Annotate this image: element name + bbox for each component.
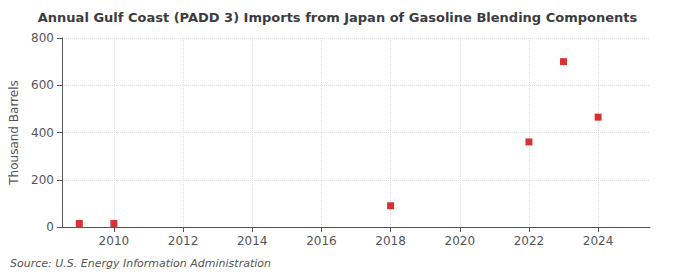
- svg-text:800: 800: [31, 31, 54, 45]
- svg-text:200: 200: [31, 173, 54, 187]
- svg-text:2020: 2020: [444, 234, 475, 248]
- svg-text:2016: 2016: [306, 234, 337, 248]
- svg-text:2022: 2022: [514, 234, 545, 248]
- svg-text:2018: 2018: [375, 234, 406, 248]
- svg-text:2024: 2024: [583, 234, 614, 248]
- svg-text:2012: 2012: [168, 234, 199, 248]
- svg-text:Thousand Barrels: Thousand Barrels: [7, 80, 21, 185]
- svg-text:2010: 2010: [99, 234, 130, 248]
- svg-text:600: 600: [31, 78, 54, 92]
- svg-text:Source: U.S. Energy Informatio: Source: U.S. Energy Information Administ…: [10, 257, 271, 270]
- svg-text:Annual Gulf Coast (PADD 3) Imp: Annual Gulf Coast (PADD 3) Imports from …: [38, 10, 638, 25]
- svg-text:2014: 2014: [237, 234, 268, 248]
- svg-text:0: 0: [46, 220, 54, 234]
- svg-text:400: 400: [31, 126, 54, 140]
